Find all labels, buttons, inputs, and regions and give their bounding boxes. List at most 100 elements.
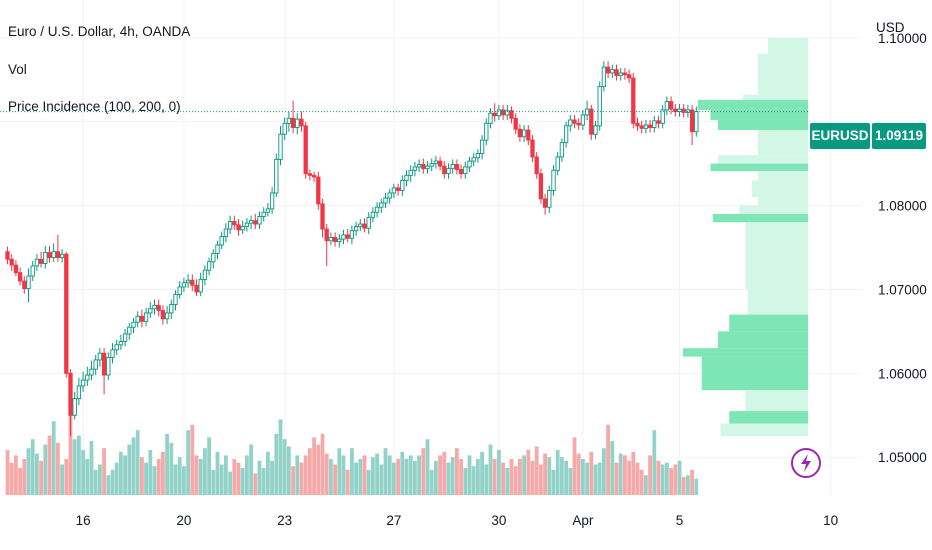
volume-bar [152, 466, 157, 495]
volume-bar [274, 433, 279, 495]
candle-body [265, 208, 271, 213]
time-tick-label: 10 [823, 513, 838, 528]
volume-bar [417, 455, 421, 495]
candle-body [416, 163, 422, 168]
volume-bar [610, 441, 615, 495]
volume-bar [555, 450, 560, 495]
volume-bar [400, 451, 405, 495]
candle-body [622, 72, 628, 76]
volume-bar [337, 448, 342, 495]
candle-body [404, 174, 409, 181]
volume-bar [534, 446, 539, 495]
candle-body [316, 176, 321, 205]
candle-body [143, 312, 149, 322]
volume-bar [173, 464, 178, 495]
profile-bar [718, 119, 808, 131]
volume-bar [144, 462, 148, 495]
volume-bar [572, 437, 577, 495]
candle-body [618, 72, 623, 76]
time-tick-label: 20 [176, 513, 191, 528]
candle-body [635, 122, 640, 127]
volume-bar [366, 469, 371, 495]
volume-bar [551, 469, 556, 495]
volume-bar [177, 457, 182, 495]
volume-bar [257, 460, 262, 495]
candle-body [345, 234, 350, 239]
time-tick-label: 30 [491, 513, 506, 528]
symbol-tag: EURUSD [810, 123, 870, 149]
volume-bar [345, 469, 350, 495]
vol-indicator-label[interactable]: Vol [8, 62, 27, 77]
candle-body [122, 333, 128, 342]
volume-bar [438, 455, 442, 495]
volume-bar [253, 473, 258, 495]
candle-body [505, 110, 510, 116]
candle-body [332, 236, 338, 243]
volume-bar [350, 448, 354, 495]
candle-body [110, 349, 115, 358]
candle-body [311, 174, 317, 178]
volume-bar [77, 435, 81, 495]
volume-bar [392, 462, 396, 495]
price-incidence-label[interactable]: Price Incidence (100, 200, 0) [8, 99, 181, 114]
candle-body [656, 120, 661, 124]
volume-bar [375, 453, 379, 495]
volume-bar [644, 475, 648, 495]
volume-bar [282, 439, 287, 495]
candle-body [202, 269, 208, 280]
volume-bar [123, 455, 127, 495]
candle-body [26, 275, 31, 290]
profile-bar [768, 37, 808, 54]
candle-body [442, 165, 447, 175]
volume-bar [22, 459, 27, 495]
price-tick-label: 1.06000 [878, 366, 927, 381]
candle-body [324, 228, 329, 242]
candle-body [257, 216, 262, 225]
profile-bar [698, 99, 808, 110]
volume-bar [119, 451, 123, 495]
volume-bar [492, 459, 497, 495]
volume-bar [308, 448, 312, 495]
volume-bar [102, 448, 106, 495]
volume-bar [72, 439, 77, 495]
profile-bar [729, 411, 808, 424]
volume-bar [316, 444, 321, 495]
candle-body [559, 142, 565, 158]
candle-body [614, 69, 619, 76]
volume-bar [303, 455, 308, 495]
candle-body [668, 101, 674, 110]
volume-bar [497, 450, 501, 495]
volume-bar [471, 466, 476, 495]
candle-body [349, 230, 355, 239]
lightning-icon[interactable] [791, 448, 821, 478]
profile-bar [713, 213, 808, 223]
volume-bar [597, 462, 602, 495]
candle-body [374, 206, 380, 213]
volume-bar [459, 459, 463, 495]
candle-body [488, 112, 493, 124]
time-tick-label: 23 [277, 513, 292, 528]
volume-bar [526, 450, 531, 495]
price-tick-label: 1.08000 [878, 199, 927, 214]
volume-bar [602, 448, 606, 495]
candle-body [290, 117, 296, 128]
candle-body [450, 163, 455, 170]
candle-body [534, 156, 539, 175]
candle-body [135, 315, 140, 323]
candle-body [408, 169, 413, 176]
volume-bar [140, 457, 144, 495]
candle-body [5, 251, 10, 260]
volume-bar [627, 460, 631, 495]
candle-body [93, 359, 98, 370]
symbol-title[interactable]: Euro / U.S. Dollar, 4h, OANDA [8, 24, 191, 39]
profile-bar [739, 205, 808, 214]
candle-body [681, 108, 686, 113]
candle-body [652, 120, 657, 128]
candle-body [572, 119, 577, 124]
candle-body [593, 125, 598, 135]
volume-bar [354, 462, 358, 495]
candle-body [299, 118, 304, 127]
volume-bar [429, 469, 434, 495]
